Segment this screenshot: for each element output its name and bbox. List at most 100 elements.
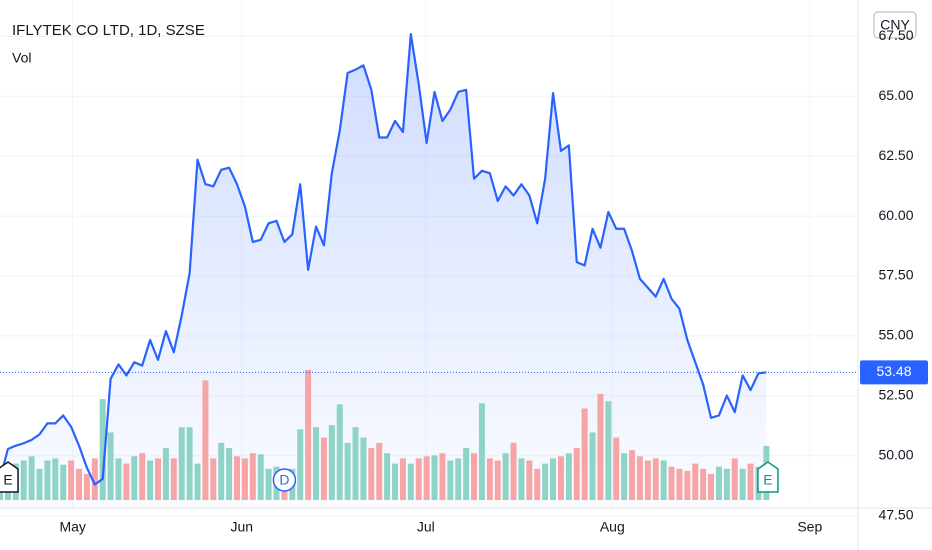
volume-bar (360, 437, 367, 500)
volume-bar (486, 458, 493, 500)
volume-bar (218, 442, 225, 500)
y-tick-label: 50.00 (878, 446, 913, 462)
volume-bar (178, 427, 185, 500)
y-tick-label: 47.50 (878, 506, 913, 522)
x-tick-label: Aug (600, 519, 625, 535)
volume-bar (155, 458, 162, 500)
volume-bar (257, 454, 264, 500)
volume-bar (676, 468, 683, 500)
volume-bar (700, 468, 707, 500)
volume-bar (147, 460, 154, 500)
volume-bar (60, 464, 67, 500)
volume-bar (478, 403, 485, 500)
volume-bar (502, 453, 509, 500)
volume-bar (265, 468, 272, 500)
volume-bar (202, 380, 209, 500)
volume-bar (99, 399, 106, 500)
volume-bar (305, 370, 312, 500)
volume-bar (510, 442, 517, 500)
volume-bar (708, 474, 715, 500)
volume-bar (692, 463, 699, 500)
volume-bar (376, 442, 383, 500)
y-tick-label: 62.50 (878, 147, 913, 163)
volume-bar (581, 408, 588, 500)
x-tick-label: May (59, 519, 85, 535)
volume-bar (534, 468, 541, 500)
volume-bar (194, 463, 201, 500)
volume-bar (668, 466, 675, 500)
volume-bar (20, 460, 27, 500)
volume-bar (123, 463, 130, 500)
volume-bar (384, 453, 391, 500)
volume-bar (336, 404, 343, 500)
volume-bar (115, 458, 122, 500)
volume-bar (573, 448, 580, 500)
volume-bar (439, 453, 446, 500)
volume-label: Vol (12, 50, 31, 66)
event-marker (272, 468, 297, 492)
volume-bar (352, 427, 359, 500)
y-tick-label: 65.00 (878, 87, 913, 103)
y-tick-label: 60.00 (878, 207, 913, 223)
volume-bar (431, 455, 438, 500)
event-marker (0, 461, 19, 493)
x-tick-label: Sep (797, 519, 822, 535)
volume-bar (415, 458, 422, 500)
volume-bar (36, 468, 43, 500)
currency-box[interactable] (873, 11, 917, 39)
volume-bar (28, 456, 35, 500)
volume-bar (68, 460, 75, 500)
volume-bar (557, 456, 564, 500)
volume-bar (636, 456, 643, 500)
volume-bar (723, 468, 730, 500)
volume-bar (234, 456, 241, 500)
volume-bar (629, 450, 636, 500)
volume-bar (107, 432, 114, 500)
volume-bar (550, 458, 557, 500)
volume-bar (463, 448, 470, 500)
volume-bar (731, 458, 738, 500)
chart-title: IFLYTEK CO LTD, 1D, SZSE (12, 22, 205, 39)
volume-bar (241, 458, 248, 500)
last-price-label: 53.48 (876, 363, 911, 379)
volume-bar (518, 458, 525, 500)
volume-bar (52, 458, 59, 500)
volume-bar (186, 427, 193, 500)
volume-bar (644, 460, 651, 500)
volume-bar (621, 453, 628, 500)
volume-bar (565, 453, 572, 500)
volume-bar (210, 458, 217, 500)
y-tick-label: 52.50 (878, 387, 913, 403)
volume-bar (344, 442, 351, 500)
volume-bar (715, 466, 722, 500)
volume-bar (605, 401, 612, 500)
y-tick-label: 67.50 (878, 27, 913, 43)
volume-bar (739, 468, 746, 500)
volume-bar (162, 448, 169, 500)
volume-bar (747, 463, 754, 500)
volume-bar (455, 458, 462, 500)
volume-bar (91, 458, 98, 500)
currency[interactable]: CNY (880, 17, 910, 33)
volume-bar (447, 460, 454, 500)
event-label: D (279, 472, 289, 488)
last-price-box (860, 360, 928, 385)
volume-bar (542, 463, 549, 500)
volume-bar (660, 460, 667, 500)
event-label: E (3, 472, 12, 488)
volume-bar (131, 456, 138, 500)
volume-bar (399, 458, 406, 500)
event-marker (757, 461, 779, 493)
volume-bar (407, 463, 414, 500)
volume-bar (471, 453, 478, 500)
y-tick-label: 55.00 (878, 327, 913, 343)
volume-bar (423, 456, 430, 500)
volume-bar (249, 453, 256, 500)
volume-bar (652, 458, 659, 500)
volume-bar (494, 460, 501, 500)
volume-bar (597, 393, 604, 500)
x-tick-label: Jul (417, 519, 435, 535)
volume-bar (139, 453, 146, 500)
